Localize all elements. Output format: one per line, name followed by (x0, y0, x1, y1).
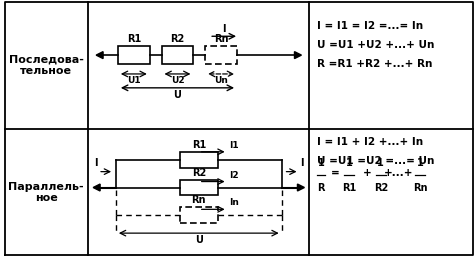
Text: 1: 1 (417, 158, 424, 168)
Text: U =U1 +U2 +...+ Un: U =U1 +U2 +...+ Un (317, 40, 435, 50)
Text: U: U (195, 235, 203, 245)
Text: U: U (173, 90, 182, 100)
Text: Rn: Rn (191, 195, 206, 205)
Text: Rn: Rn (214, 34, 228, 44)
Text: U2: U2 (171, 76, 184, 85)
Polygon shape (294, 52, 301, 59)
Text: I = I1 = I2 =...= In: I = I1 = I2 =...= In (317, 21, 423, 31)
Text: Последова-
тельное: Последова- тельное (9, 54, 83, 76)
Text: Параллель-
ное: Параллель- ное (8, 182, 84, 203)
Text: I1: I1 (229, 141, 239, 150)
Text: 1: 1 (377, 158, 384, 168)
Text: I: I (222, 24, 226, 34)
Text: I2: I2 (229, 171, 239, 180)
Text: R1: R1 (127, 34, 141, 44)
Text: R1: R1 (191, 140, 206, 150)
Text: R: R (318, 182, 325, 192)
Text: Rn: Rn (413, 182, 428, 192)
Text: I = I1 + I2 +...+ In: I = I1 + I2 +...+ In (317, 137, 423, 147)
Text: +...+: +...+ (384, 168, 413, 178)
Text: R2: R2 (191, 168, 206, 178)
Text: =: = (331, 168, 339, 178)
Polygon shape (93, 184, 100, 191)
Text: U1: U1 (127, 76, 141, 85)
Text: Un: Un (214, 76, 228, 85)
Text: +: + (363, 168, 371, 178)
Polygon shape (96, 52, 103, 59)
Text: U =U1 =U2 =...= Un: U =U1 =U2 =...= Un (317, 156, 435, 166)
Polygon shape (298, 184, 304, 191)
Text: 1: 1 (346, 158, 352, 168)
Text: In: In (229, 198, 239, 207)
Text: R1: R1 (342, 182, 356, 192)
Text: R2: R2 (170, 34, 184, 44)
Text: R2: R2 (374, 182, 388, 192)
Text: R =R1 +R2 +...+ Rn: R =R1 +R2 +...+ Rn (317, 59, 433, 69)
Text: 1: 1 (318, 158, 325, 168)
Text: I: I (94, 158, 98, 168)
Text: I: I (300, 158, 303, 168)
